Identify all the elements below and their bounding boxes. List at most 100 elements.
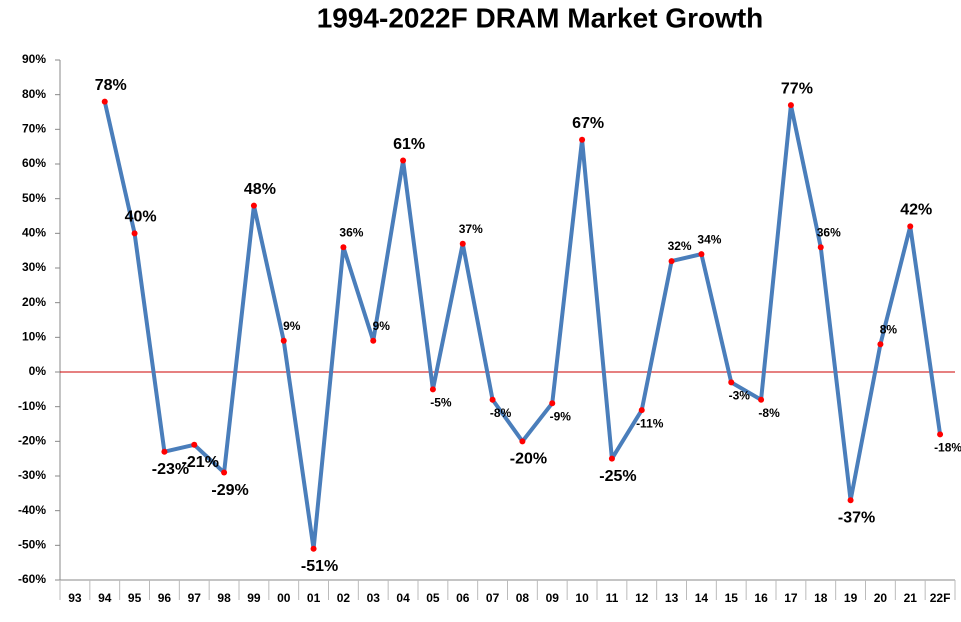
point [817,244,824,251]
data-label: -11% [636,416,664,430]
data-label: 8% [880,322,898,336]
x-tick-label: 19 [844,591,858,605]
x-tick-label: 16 [754,591,768,605]
y-tick-label: 50% [22,191,46,205]
point [519,438,526,445]
x-tick-label: 05 [426,591,440,605]
x-tick-label: 96 [158,591,172,605]
point [787,102,794,109]
x-tick-label: 09 [546,591,560,605]
data-label: -51% [301,558,338,575]
point [131,230,138,237]
point [161,448,168,455]
data-label: -23% [152,461,189,478]
point [280,337,287,344]
y-tick-label: 70% [22,122,46,136]
point [698,251,705,258]
x-tick-label: 98 [217,591,231,605]
y-tick-label: 40% [22,226,46,240]
data-label: 9% [283,319,301,333]
y-tick-label: -30% [18,468,46,482]
point [937,431,944,438]
y-tick-label: 0% [29,364,47,378]
data-label: -21% [182,454,219,471]
point [400,157,407,164]
x-tick-label: 04 [396,591,410,605]
data-label: 61% [393,136,425,153]
data-label: 78% [95,77,127,94]
point [310,545,317,552]
y-tick-label: -40% [18,503,46,517]
point [370,337,377,344]
x-tick-label: 11 [606,591,619,605]
data-label: -37% [838,509,875,526]
y-tick-label: 60% [22,156,46,170]
x-tick-label: 20 [874,591,888,605]
x-tick-label: 99 [247,591,261,605]
point [579,136,586,143]
point [191,441,198,448]
x-tick-label: 13 [665,591,679,605]
x-tick-label: 02 [337,591,351,605]
data-label: 36% [339,225,363,239]
x-tick-label: 03 [367,591,381,605]
data-label: -9% [550,409,572,423]
y-tick-label: 80% [22,87,46,101]
data-label: -8% [490,406,512,420]
data-label: 37% [459,222,483,236]
point [668,258,675,265]
y-tick-label: -60% [18,572,46,586]
x-tick-label: 12 [635,591,649,605]
x-tick-label: 08 [516,591,530,605]
data-label: -25% [599,468,636,485]
point [489,396,496,403]
point [608,455,615,462]
point [549,400,556,407]
x-tick-label: 95 [128,591,142,605]
point [847,497,854,504]
chart-title: 1994-2022F DRAM Market Growth [317,2,764,33]
point [638,407,645,414]
x-tick-label: 94 [98,591,112,605]
point [340,244,347,251]
data-label: -5% [430,396,452,410]
x-tick-label: 18 [814,591,828,605]
y-tick-label: -20% [18,434,46,448]
data-label: -29% [211,482,248,499]
y-tick-label: 90% [22,52,46,66]
data-label: 34% [697,232,721,246]
x-tick-label: 97 [188,591,202,605]
data-label: 77% [781,80,813,97]
data-label: 40% [125,209,157,226]
x-tick-label: 01 [307,591,321,605]
point [907,223,914,230]
x-tick-label: 21 [904,591,918,605]
data-label: 32% [668,239,692,253]
x-tick-label: 00 [277,591,291,605]
x-tick-label: 07 [486,591,500,605]
data-label: -18% [934,441,961,455]
y-tick-label: 20% [22,295,46,309]
x-tick-label: 10 [575,591,589,605]
y-tick-label: -10% [18,399,46,413]
data-label: 9% [373,319,391,333]
point [221,469,228,476]
point [101,98,108,105]
data-label: 67% [572,115,604,132]
data-label: -20% [510,451,547,468]
point [758,396,765,403]
y-tick-label: -50% [18,538,46,552]
x-tick-label: 22F [930,591,951,605]
data-label: 36% [817,225,841,239]
point [250,202,257,209]
x-tick-label: 93 [68,591,82,605]
x-tick-label: 06 [456,591,470,605]
point [728,379,735,386]
data-label: -3% [729,389,751,403]
data-label: -8% [758,406,780,420]
point [429,386,436,393]
y-tick-label: 10% [22,330,46,344]
point [877,341,884,348]
data-label: 48% [244,181,276,198]
y-tick-label: 30% [22,260,46,274]
